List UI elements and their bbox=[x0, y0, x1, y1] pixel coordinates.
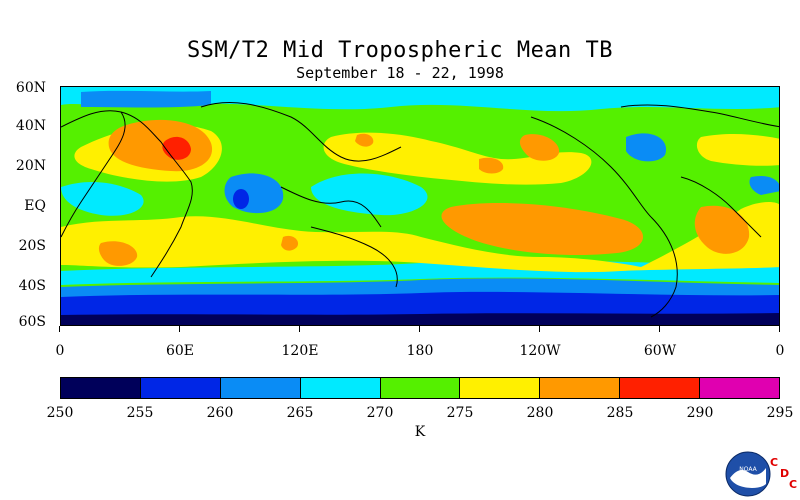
x-tick bbox=[419, 326, 420, 332]
colorbar-label-285: 285 bbox=[606, 405, 634, 421]
temperature-map bbox=[60, 86, 780, 326]
noaa-logo-text: NOAA bbox=[739, 466, 757, 473]
colorbar-label-255: 255 bbox=[126, 405, 154, 421]
lon-label-0-east: 0 bbox=[775, 343, 785, 359]
lat-label-40n: 40N bbox=[15, 118, 46, 134]
lon-label-120w: 120W bbox=[519, 343, 561, 359]
noaa-logo-icon: NOAA bbox=[725, 451, 771, 497]
colorbar-label-265: 265 bbox=[286, 405, 314, 421]
colorbar-swatch-290-295 bbox=[700, 378, 780, 398]
colorbar-swatch-255-260 bbox=[140, 378, 221, 398]
lon-label-180: 180 bbox=[406, 343, 434, 359]
cold-core bbox=[233, 189, 249, 209]
x-tick bbox=[659, 326, 660, 332]
warm-orange bbox=[98, 119, 750, 266]
colorbar-label-250: 250 bbox=[46, 405, 74, 421]
colorbar-label-270: 270 bbox=[366, 405, 394, 421]
x-tick bbox=[299, 326, 300, 332]
colorbar-unit-label: K bbox=[414, 424, 426, 440]
x-tick bbox=[779, 326, 780, 332]
colorbar-swatch-280-285 bbox=[540, 378, 621, 398]
x-tick bbox=[179, 326, 180, 332]
colorbar-swatch-275-280 bbox=[460, 378, 541, 398]
colorbar-swatch-270-275 bbox=[380, 378, 461, 398]
cdc-letter-d: D bbox=[780, 467, 790, 480]
x-tick bbox=[539, 326, 540, 332]
lat-label-60n: 60N bbox=[15, 80, 46, 96]
band-north-cyan bbox=[61, 87, 779, 216]
lat-label-20n: 20N bbox=[15, 158, 46, 174]
lon-label-60e: 60E bbox=[165, 343, 195, 359]
lon-label-60w: 60W bbox=[643, 343, 677, 359]
colorbar-label-260: 260 bbox=[206, 405, 234, 421]
lat-label-20s: 20S bbox=[18, 238, 46, 254]
band-south-coldest bbox=[61, 313, 779, 325]
cdc-letter-c2: C bbox=[789, 478, 798, 491]
lon-label-0-west: 0 bbox=[55, 343, 65, 359]
lat-label-60s: 60S bbox=[18, 314, 46, 330]
x-tick bbox=[59, 326, 60, 332]
chart-subtitle: September 18 - 22, 1998 bbox=[296, 64, 504, 82]
colorbar-label-290: 290 bbox=[686, 405, 714, 421]
chart-title: SSM/T2 Mid Tropospheric Mean TB bbox=[186, 38, 614, 63]
lon-label-120e: 120E bbox=[281, 343, 319, 359]
colorbar-swatch-260-265 bbox=[220, 378, 301, 398]
coastlines bbox=[61, 101, 779, 318]
colorbar-swatch-265-270 bbox=[300, 378, 381, 398]
colorbar-label-275: 275 bbox=[446, 405, 474, 421]
lat-label-eq: EQ bbox=[24, 198, 46, 214]
colorbar-label-295: 295 bbox=[766, 405, 794, 421]
colorbar bbox=[60, 377, 780, 399]
lat-label-40s: 40S bbox=[18, 278, 46, 294]
colorbar-label-280: 280 bbox=[526, 405, 554, 421]
colorbar-swatch-250-255 bbox=[61, 378, 141, 398]
colorbar-swatch-285-290 bbox=[620, 378, 701, 398]
cdc-letter-c1: C bbox=[770, 456, 779, 469]
map-field bbox=[61, 87, 779, 325]
